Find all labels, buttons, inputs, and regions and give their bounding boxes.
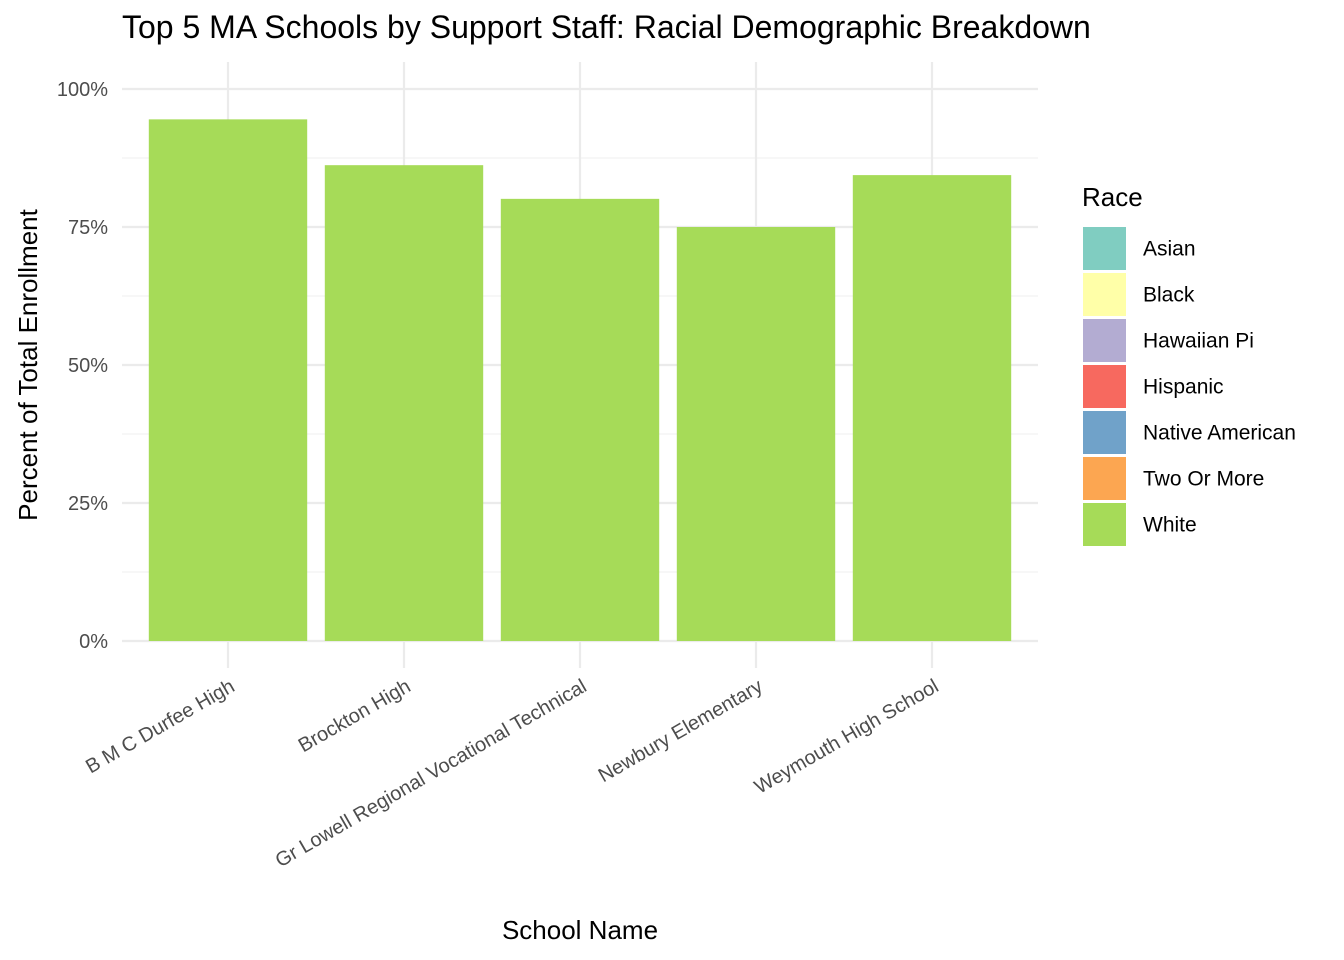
- y-tick-label: 75%: [68, 217, 108, 239]
- bar-segment: [324, 165, 484, 641]
- legend-key: [1083, 319, 1126, 362]
- y-tick-label: 50%: [68, 355, 108, 377]
- legend-key: [1083, 273, 1126, 316]
- bar-layer: [148, 119, 1012, 642]
- y-axis-title: Percent of Total Enrollment: [13, 208, 43, 520]
- legend: Race Asian Black Hawaiian Pi Hispanic Native…: [1082, 182, 1296, 546]
- legend-key: [1083, 457, 1126, 500]
- legend-label: Two Or More: [1143, 468, 1264, 491]
- legend-key: [1083, 227, 1126, 270]
- y-tick-label: 0%: [79, 631, 108, 653]
- legend-key: [1083, 411, 1126, 454]
- legend-items: Asian Black Hawaiian Pi Hispanic Native Amer…: [1083, 227, 1296, 546]
- y-tick-label: 100%: [57, 79, 108, 101]
- legend-label: Asian: [1143, 238, 1196, 261]
- y-axis-ticks: 0% 25% 50% 75% 100%: [57, 79, 108, 653]
- legend-label: Black: [1143, 284, 1195, 307]
- legend-title: Race: [1082, 182, 1143, 212]
- x-tick-label: Newbury Elementary: [595, 675, 767, 787]
- legend-label: Hawaiian Pi: [1143, 330, 1254, 353]
- x-tick-label: Gr Lowell Regional Vocational Technical: [272, 675, 591, 872]
- legend-label: Hispanic: [1143, 376, 1224, 399]
- legend-label: Native American: [1143, 422, 1296, 445]
- legend-key: [1083, 503, 1126, 546]
- bar-segment: [148, 119, 308, 642]
- x-tick-label: Brockton High: [295, 675, 415, 757]
- x-tick-label: Weymouth High School: [751, 675, 943, 798]
- bar-segment: [676, 227, 836, 641]
- legend-key: [1083, 365, 1126, 408]
- legend-label: White: [1143, 514, 1197, 537]
- y-tick-label: 25%: [68, 493, 108, 515]
- x-tick-label: B M C Durfee High: [82, 675, 238, 778]
- bar-segment: [852, 175, 1012, 641]
- x-axis-title: School Name: [502, 915, 658, 945]
- chart-title: Top 5 MA Schools by Support Staff: Racia…: [122, 9, 1091, 45]
- bar-segment: [500, 198, 660, 641]
